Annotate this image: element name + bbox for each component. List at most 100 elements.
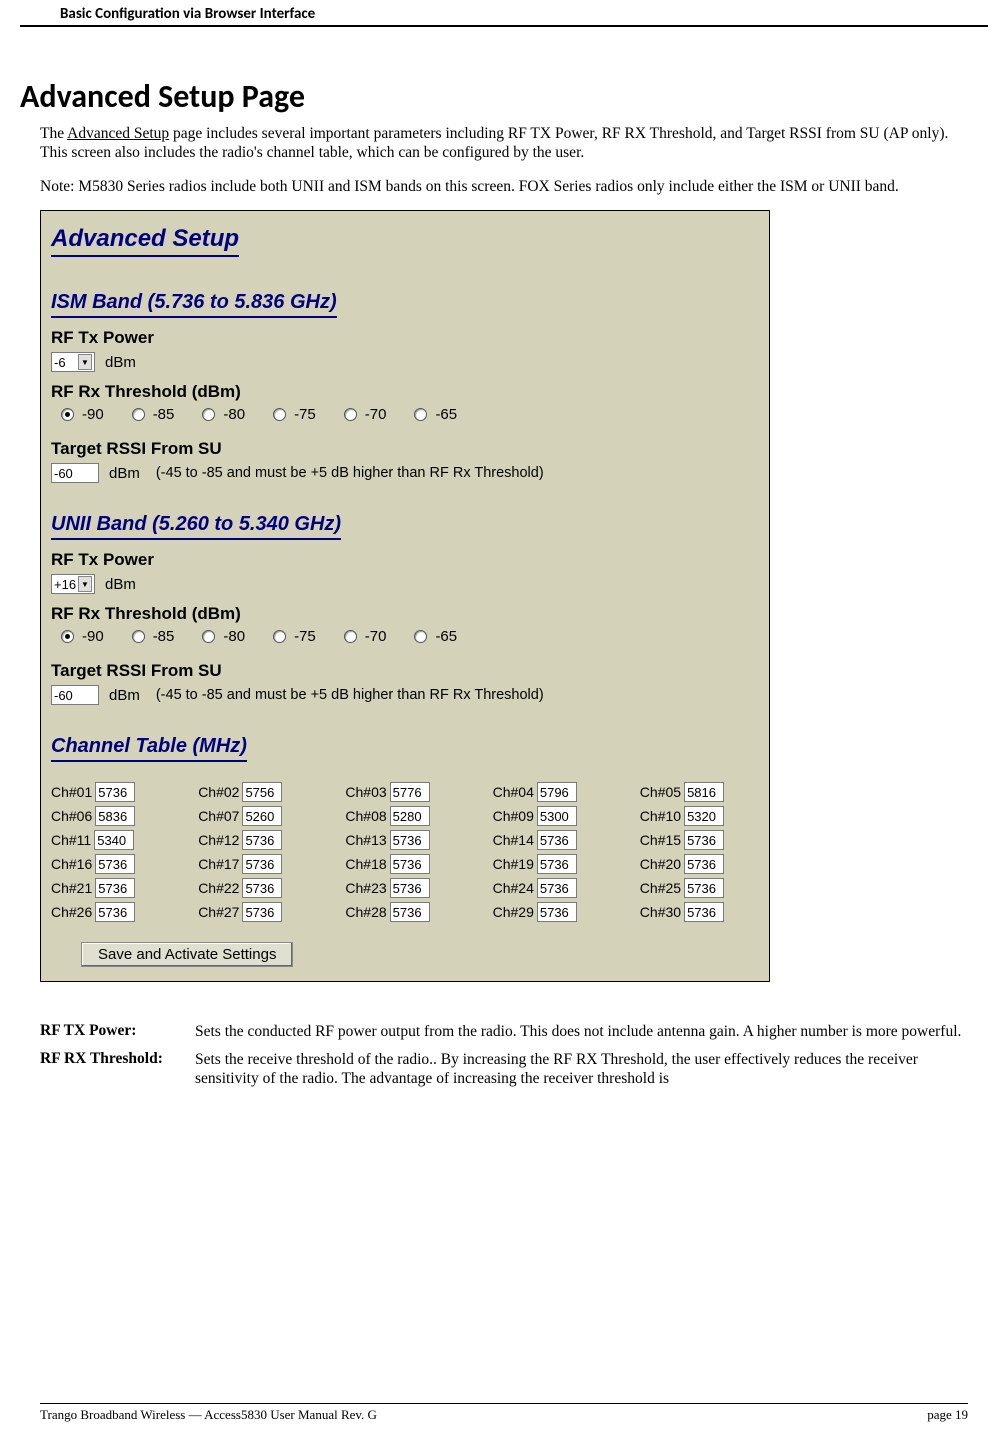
rx-threshold-option-label: -75 [294, 628, 316, 645]
rx-threshold-option[interactable]: -80 [202, 406, 245, 423]
channel-input[interactable]: 5280 [390, 806, 430, 826]
channel-input[interactable]: 5736 [95, 878, 135, 898]
channel-input[interactable]: 5736 [242, 902, 282, 922]
def-rx-threshold-text: Sets the receive threshold of the radio.… [195, 1050, 968, 1089]
ism-tx-power-select[interactable]: -6 ▼ [51, 352, 95, 372]
channel-input[interactable]: 5736 [390, 878, 430, 898]
channel-input[interactable]: 5736 [95, 854, 135, 874]
channel-cell: Ch#295736 [493, 902, 612, 922]
channel-input[interactable]: 5736 [242, 854, 282, 874]
channel-label: Ch#11 [51, 832, 91, 848]
channel-input[interactable]: 5736 [390, 830, 430, 850]
rx-threshold-option[interactable]: -90 [61, 628, 104, 645]
channel-input[interactable]: 5736 [242, 878, 282, 898]
channel-input[interactable]: 5736 [537, 830, 577, 850]
unii-tx-power-unit: dBm [105, 576, 136, 593]
ism-rssi-note: (-45 to -85 and must be +5 dB higher tha… [156, 465, 544, 481]
channel-input[interactable]: 5736 [684, 830, 724, 850]
page-header: Basic Configuration via Browser Interfac… [20, 0, 988, 27]
channel-input[interactable]: 5796 [537, 782, 577, 802]
channel-input[interactable]: 5300 [537, 806, 577, 826]
rx-threshold-option[interactable]: -65 [414, 406, 457, 423]
channel-input[interactable]: 5260 [242, 806, 282, 826]
channel-cell: Ch#135736 [345, 830, 464, 850]
radio-icon [202, 408, 215, 421]
rx-threshold-option[interactable]: -70 [344, 628, 387, 645]
channel-label: Ch#12 [198, 832, 239, 848]
channel-input[interactable]: 5340 [94, 830, 134, 850]
rx-threshold-option-label: -85 [153, 628, 175, 645]
save-activate-button[interactable]: Save and Activate Settings [81, 942, 293, 967]
channel-input[interactable]: 5816 [684, 782, 724, 802]
channel-input[interactable]: 5736 [95, 902, 135, 922]
radio-icon [132, 408, 145, 421]
unii-rx-threshold-label: RF Rx Threshold (dBm) [51, 604, 759, 624]
channel-input[interactable]: 5776 [390, 782, 430, 802]
rx-threshold-option[interactable]: -85 [132, 628, 175, 645]
rx-threshold-option[interactable]: -75 [273, 628, 316, 645]
chevron-down-icon[interactable]: ▼ [78, 576, 92, 592]
unii-target-rssi-label: Target RSSI From SU [51, 661, 759, 681]
channel-input[interactable]: 5736 [390, 854, 430, 874]
channel-label: Ch#26 [51, 904, 92, 920]
unii-band-header: UNII Band (5.260 to 5.340 GHz) [51, 513, 341, 540]
radio-icon [273, 408, 286, 421]
ism-target-rssi-input[interactable]: -60 [51, 463, 99, 483]
unii-tx-power-select[interactable]: +16 ▼ [51, 574, 95, 594]
def-rx-threshold-label: RF RX Threshold: [40, 1050, 195, 1089]
channel-input[interactable]: 5736 [684, 902, 724, 922]
intro-paragraph-1: The Advanced Setup page includes several… [0, 124, 1008, 163]
channel-cell: Ch#245736 [493, 878, 612, 898]
channel-cell: Ch#045796 [493, 782, 612, 802]
intro-p1a: The [40, 125, 67, 142]
channel-label: Ch#08 [345, 808, 386, 824]
screenshot-title: Advanced Setup [51, 219, 239, 257]
ism-tx-power-value: -6 [54, 355, 66, 370]
rx-threshold-option[interactable]: -85 [132, 406, 175, 423]
channel-cell: Ch#275736 [198, 902, 317, 922]
channel-cell: Ch#285736 [345, 902, 464, 922]
channel-label: Ch#15 [640, 832, 681, 848]
channel-label: Ch#05 [640, 784, 681, 800]
channel-cell: Ch#055816 [640, 782, 759, 802]
rx-threshold-option[interactable]: -90 [61, 406, 104, 423]
channel-cell: Ch#035776 [345, 782, 464, 802]
channel-input[interactable]: 5736 [537, 902, 577, 922]
rx-threshold-option[interactable]: -65 [414, 628, 457, 645]
channel-input[interactable]: 5736 [684, 878, 724, 898]
rx-threshold-option-label: -80 [223, 628, 245, 645]
chevron-down-icon[interactable]: ▼ [78, 354, 92, 370]
channel-label: Ch#23 [345, 880, 386, 896]
radio-icon [61, 408, 74, 421]
rx-threshold-option[interactable]: -75 [273, 406, 316, 423]
channel-input[interactable]: 5736 [537, 854, 577, 874]
channel-input[interactable]: 5756 [242, 782, 282, 802]
channel-input[interactable]: 5836 [95, 806, 135, 826]
ism-rx-threshold-radios: -90 -85 -80 -75 -70 -65 [61, 406, 759, 423]
channel-cell: Ch#015736 [51, 782, 170, 802]
unii-target-rssi-input[interactable]: -60 [51, 685, 99, 705]
channel-label: Ch#10 [640, 808, 681, 824]
channel-cell: Ch#175736 [198, 854, 317, 874]
channel-label: Ch#01 [51, 784, 92, 800]
channel-label: Ch#07 [198, 808, 239, 824]
channel-input[interactable]: 5736 [242, 830, 282, 850]
advanced-setup-link: Advanced Setup [67, 125, 169, 142]
channel-input[interactable]: 5320 [684, 806, 724, 826]
channel-label: Ch#19 [493, 856, 534, 872]
radio-icon [202, 630, 215, 643]
channel-input[interactable]: 5736 [95, 782, 135, 802]
channel-input[interactable]: 5736 [684, 854, 724, 874]
radio-icon [61, 630, 74, 643]
rx-threshold-option[interactable]: -70 [344, 406, 387, 423]
channel-input[interactable]: 5736 [537, 878, 577, 898]
channel-label: Ch#27 [198, 904, 239, 920]
channel-input[interactable]: 5736 [390, 902, 430, 922]
rx-threshold-option[interactable]: -80 [202, 628, 245, 645]
channel-cell: Ch#125736 [198, 830, 317, 850]
ism-rssi-unit: dBm [109, 465, 140, 482]
radio-icon [132, 630, 145, 643]
channel-cell: Ch#305736 [640, 902, 759, 922]
radio-icon [344, 630, 357, 643]
unii-rssi-unit: dBm [109, 687, 140, 704]
